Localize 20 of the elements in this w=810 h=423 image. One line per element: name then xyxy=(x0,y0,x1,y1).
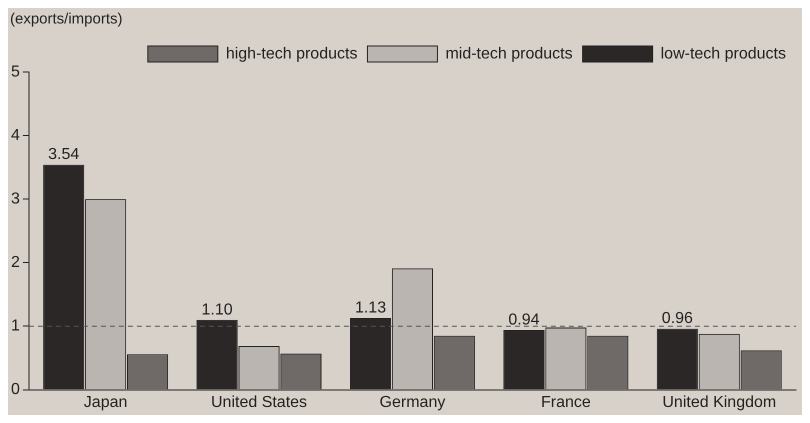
data-label: 0.94 xyxy=(508,311,540,328)
x-tick-label: Germany xyxy=(380,394,446,411)
y-tick-label: 2 xyxy=(10,254,20,272)
y-tick-label: 1 xyxy=(10,318,20,335)
x-tick-label: France xyxy=(540,394,591,411)
y-tick-label: 0 xyxy=(10,381,20,398)
x-tick-label: Japan xyxy=(84,394,128,411)
data-label: 3.54 xyxy=(48,146,80,164)
data-label: 0.96 xyxy=(662,310,694,328)
y-tick-label: 5 xyxy=(10,63,20,80)
x-tick-label: United Kingdom xyxy=(662,394,776,411)
data-label: 1.13 xyxy=(354,299,386,316)
y-tick-label: 4 xyxy=(10,126,20,144)
y-tick-label: 3 xyxy=(10,190,20,208)
legend-label: mid-tech products xyxy=(445,45,573,62)
data-label: 1.10 xyxy=(202,301,233,318)
x-tick-label: United States xyxy=(211,394,308,411)
legend-label: high-tech products xyxy=(226,45,358,62)
y-axis-title: (exports/imports) xyxy=(10,10,123,28)
legend-label: low-tech products xyxy=(660,45,786,62)
